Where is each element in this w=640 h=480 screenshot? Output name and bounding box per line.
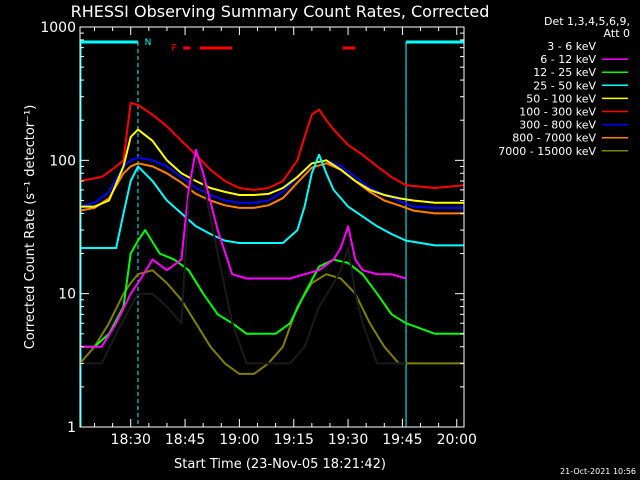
x-tick-label: 20:00 (437, 432, 477, 448)
y-axis: 1 10 100 1000 (40, 20, 464, 436)
flare-flag-label: F (171, 43, 177, 54)
x-axis-label: Start Time (23-Nov-05 18:21:42) (174, 457, 386, 472)
legend-header-line-1: Det 1,3,4,5,6,9, (544, 15, 630, 28)
series-line-0 (80, 159, 406, 365)
x-tick-label: 19:00 (219, 432, 259, 448)
footer-date: 21-Oct-2021 10:56 (560, 467, 636, 476)
series-line-3 (80, 153, 464, 249)
legend-entry-label: 3 - 6 keV (547, 40, 596, 53)
x-axis: 18:30 18:45 19:00 19:15 19:30 19:45 20:00 (93, 27, 477, 448)
chart-title: RHESSI Observing Summary Count Rates, Co… (71, 2, 490, 21)
series-line-8 (79, 269, 464, 375)
series-line-2 (80, 229, 464, 348)
x-tick-label: 19:15 (274, 432, 314, 448)
legend-entry-label: 50 - 100 keV (526, 92, 596, 105)
y-tick-label: 10 (58, 287, 76, 303)
legend-entry-label: 100 - 300 keV (519, 106, 596, 119)
legend-entry-label: 800 - 7000 keV (512, 132, 596, 145)
legend-entry-label: 300 - 800 keV (519, 119, 596, 132)
x-tick-label: 19:45 (382, 432, 422, 448)
legend-header-line-2: Att 0 (604, 27, 630, 40)
legend-entry-label: 12 - 25 keV (533, 66, 596, 79)
y-tick-label: 1 (67, 420, 76, 436)
series-line-1 (80, 148, 407, 348)
y-tick-label: 1000 (40, 20, 76, 36)
series-line-5 (79, 101, 465, 191)
series-layer (79, 101, 465, 375)
x-tick-label: 19:30 (328, 432, 368, 448)
x-tick-label: 18:30 (111, 432, 151, 448)
x-tick-label: 18:45 (165, 432, 205, 448)
legend-entry-label: 25 - 50 keV (533, 79, 596, 92)
series-line-7 (79, 162, 464, 215)
y-tick-label: 100 (49, 153, 76, 169)
y-axis-label: Corrected Count Rate (s⁻¹ detector⁻¹) (23, 105, 38, 350)
plot-frame (79, 26, 465, 428)
legend-entry-label: 7000 - 15000 keV (498, 145, 596, 158)
night-flag-label: N (145, 38, 152, 48)
series-line-4 (80, 128, 464, 208)
legend-entry-label: 6 - 12 keV (540, 53, 596, 66)
